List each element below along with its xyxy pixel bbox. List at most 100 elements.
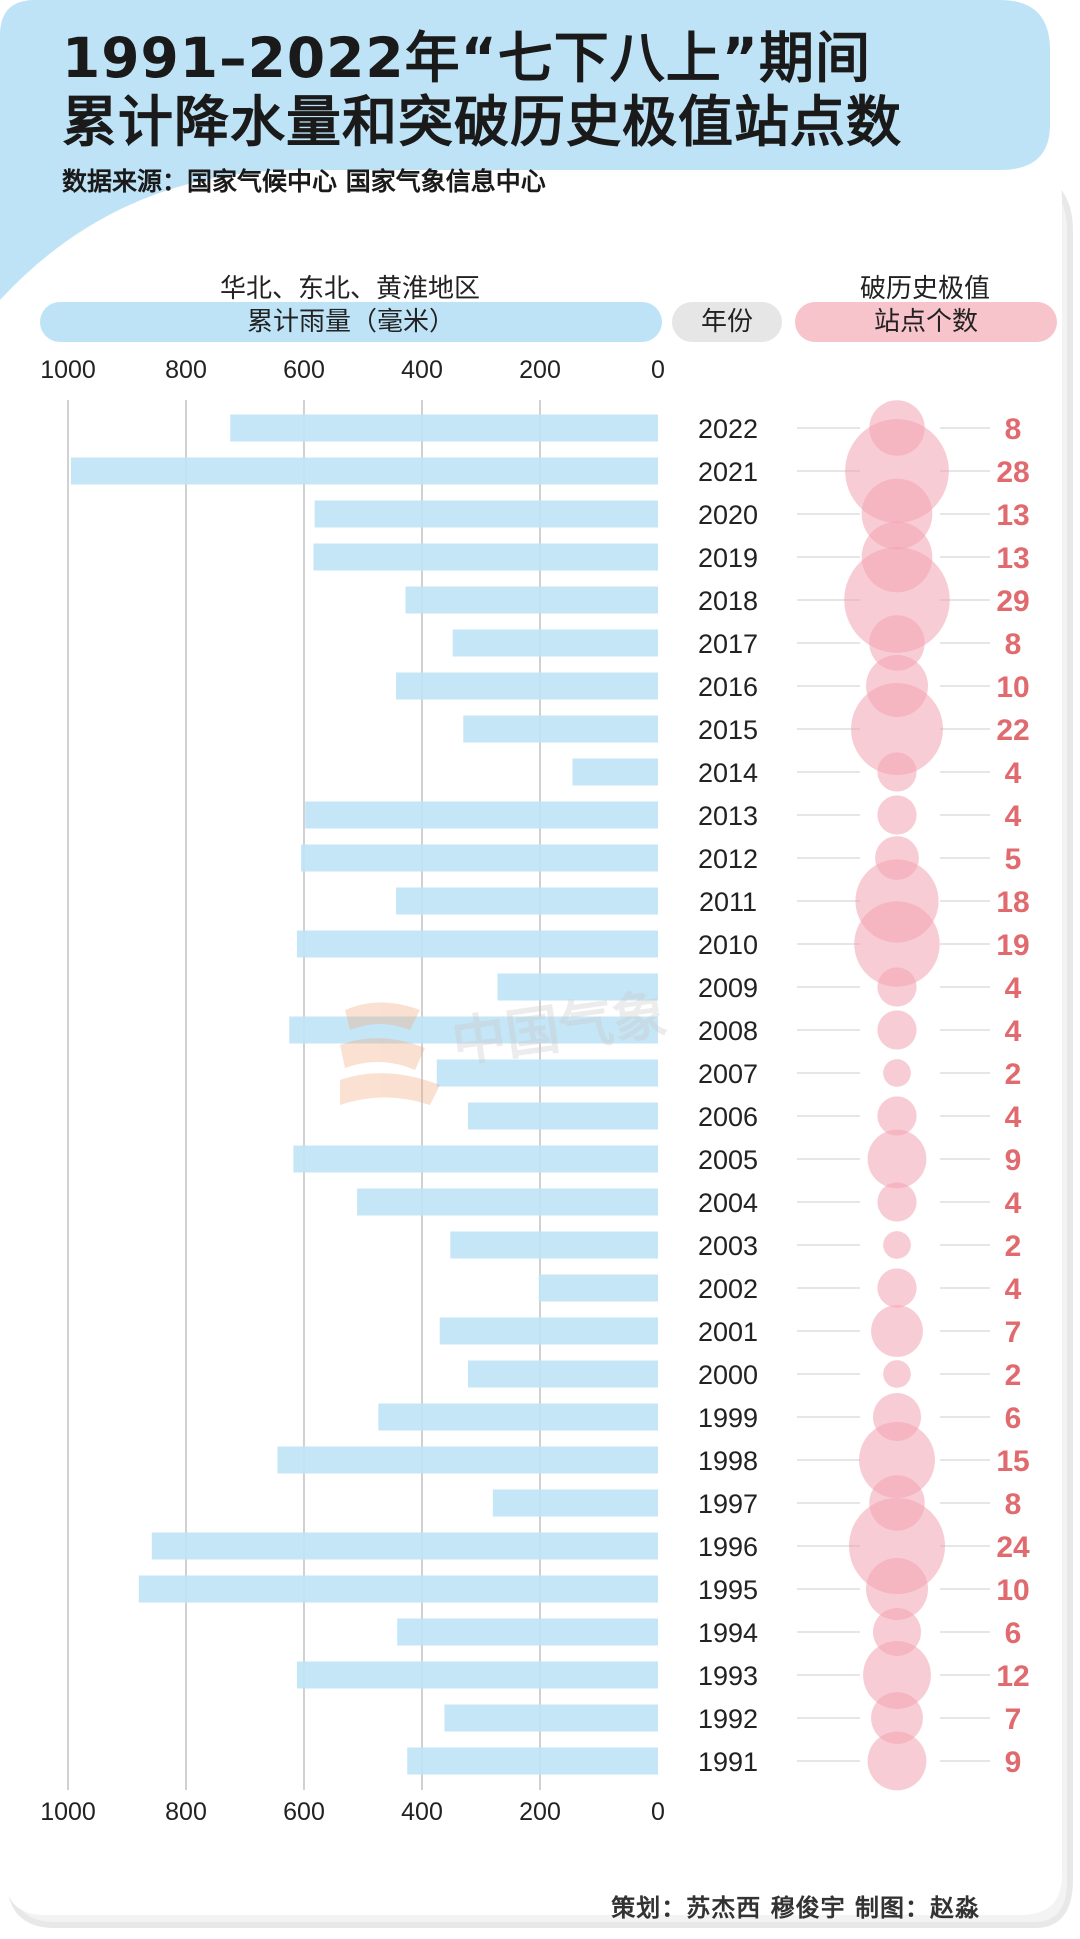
year-label-1995: 1995: [698, 1575, 758, 1605]
record-count-pill: 站点个数: [795, 302, 1057, 342]
rain-bar-2006: [468, 1102, 658, 1130]
record-bubble-2000: [883, 1360, 911, 1388]
record-count-2019: 13: [996, 542, 1029, 575]
rain-bar-2018: [405, 586, 658, 614]
rain-bar-2001: [439, 1317, 658, 1345]
year-label-2015: 2015: [698, 715, 758, 745]
record-bubble-2003: [883, 1231, 911, 1259]
record-count-2018: 29: [996, 585, 1029, 618]
record-count-2003: 2: [1005, 1230, 1022, 1263]
x-tick-top-600: 600: [283, 356, 325, 384]
record-bubble-1992: [871, 1692, 923, 1744]
year-label-1999: 1999: [698, 1403, 758, 1433]
record-count-1996: 24: [996, 1531, 1030, 1564]
year-label-2009: 2009: [698, 973, 758, 1003]
year-label-2010: 2010: [698, 930, 758, 960]
x-tick-bottom-600: 600: [283, 1798, 325, 1826]
record-count-2017: 8: [1005, 628, 1022, 661]
title-line-2: 累计降水量和突破历史极值站点数: [62, 90, 903, 154]
record-count-2007: 2: [1005, 1058, 1022, 1091]
record-bubble-2018: [844, 547, 950, 653]
rain-bar-2022: [230, 414, 658, 442]
record-count-2000: 2: [1005, 1359, 1022, 1392]
record-bubble-1993: [863, 1641, 931, 1709]
rain-bar-2016: [396, 672, 658, 700]
record-count-2008: 4: [1005, 1015, 1022, 1048]
record-bubble-2017: [869, 615, 925, 671]
record-count-2004: 4: [1005, 1187, 1022, 1220]
watermark: 中国气象: [340, 982, 671, 1105]
year-label-1992: 1992: [698, 1704, 758, 1734]
record-count-1997: 8: [1005, 1488, 1022, 1521]
record-count-1994: 6: [1005, 1617, 1022, 1650]
x-tick-top-800: 800: [165, 356, 207, 384]
rain-bar-2008: [289, 1016, 658, 1044]
record-count-2009: 4: [1005, 972, 1022, 1005]
credits: 策划：苏杰西 穆俊宇 制图：赵淼: [611, 1894, 980, 1922]
record-count-2020: 13: [996, 499, 1029, 532]
region-label: 华北、东北、黄淮地区: [219, 274, 480, 304]
rain-bar-1997: [492, 1489, 658, 1517]
record-bubble-1995: [866, 1558, 928, 1620]
year-label-2004: 2004: [698, 1188, 758, 1218]
record-label: 破历史极值: [859, 274, 990, 304]
rain-bar-1999: [378, 1403, 658, 1431]
x-tick-top-400: 400: [401, 356, 443, 384]
x-tick-top-0: 0: [651, 356, 665, 384]
rain-bar-2017: [452, 629, 658, 657]
record-count-1992: 7: [1005, 1703, 1022, 1736]
record-bubble-2005: [867, 1129, 927, 1189]
rain-bar-2014: [572, 758, 658, 786]
record-bubble-2001: [871, 1305, 923, 1357]
year-label-2006: 2006: [698, 1102, 758, 1132]
rain-bar-1992: [444, 1704, 658, 1732]
rain-bar-2000: [468, 1360, 658, 1388]
year-label-1993: 1993: [698, 1661, 758, 1691]
record-count-2016: 10: [996, 671, 1029, 704]
year-label-2013: 2013: [698, 801, 758, 831]
rain-bar-2020: [314, 500, 658, 528]
record-count-2002: 4: [1005, 1273, 1022, 1306]
rain-bar-2011: [396, 887, 658, 915]
record-bubble-2008: [877, 1010, 917, 1050]
year-label-2016: 2016: [698, 672, 758, 702]
record-count-1999: 6: [1005, 1402, 1022, 1435]
year-label-2000: 2000: [698, 1360, 758, 1390]
rain-bar-2010: [296, 930, 658, 958]
year-label-2012: 2012: [698, 844, 758, 874]
record-count-2001: 7: [1005, 1316, 1022, 1349]
year-label-2001: 2001: [698, 1317, 758, 1347]
record-bubble-2010: [854, 901, 940, 987]
x-tick-bottom-0: 0: [651, 1798, 665, 1826]
rain-bar-1996: [151, 1532, 658, 1560]
record-bubble-2015: [851, 683, 943, 775]
record-bubble-1991: [867, 1731, 927, 1791]
rain-bar-2021: [70, 457, 658, 485]
record-bubble-2006: [877, 1096, 917, 1136]
year-label-2011: 2011: [699, 887, 757, 917]
record-bubble-1998: [859, 1422, 935, 1498]
x-tick-bottom-1000: 1000: [40, 1798, 96, 1826]
data-source: 数据来源：国家气候中心 国家气象信息中心: [62, 167, 546, 196]
record-count-2005: 9: [1005, 1144, 1022, 1177]
year-label-2002: 2002: [698, 1274, 758, 1304]
rain-bar-2005: [293, 1145, 658, 1173]
record-count-1998: 15: [996, 1445, 1029, 1478]
record-count-2012: 5: [1005, 843, 1022, 876]
record-bubble-2009: [877, 967, 917, 1007]
x-tick-top-1000: 1000: [40, 356, 96, 384]
year-label-pill: 年份: [672, 302, 782, 342]
rain-bar-2012: [301, 844, 658, 872]
year-label-1997: 1997: [698, 1489, 758, 1519]
record-count-2015: 22: [996, 714, 1029, 747]
record-count-1993: 12: [996, 1660, 1029, 1693]
year-label-1991: 1991: [698, 1747, 758, 1777]
title-line-1: 1991–2022年“七下八上”期间: [62, 26, 871, 90]
year-label-2017: 2017: [698, 629, 758, 659]
year-label-2020: 2020: [698, 500, 758, 530]
record-bubble-2013: [877, 795, 917, 835]
year-label-2003: 2003: [698, 1231, 758, 1261]
record-count-2013: 4: [1005, 800, 1022, 833]
